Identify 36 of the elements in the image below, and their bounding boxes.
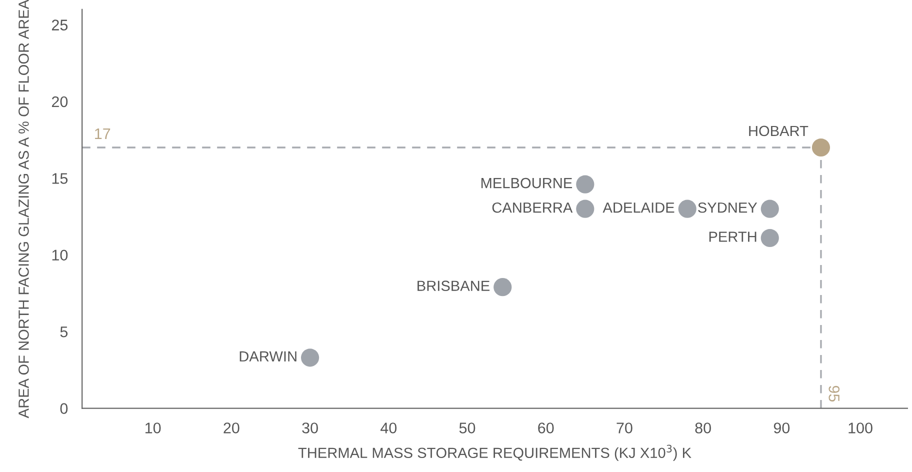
x-tick-label: 90 [774, 422, 790, 434]
ref-line-label: 95 [828, 386, 840, 402]
point [760, 228, 779, 248]
y-axis-title: AREA OF NORTH FACING GLAZING AS A % OF FLOOR AREA [18, 0, 29, 418]
y-tick-label: 5 [60, 326, 68, 338]
x-tick-label: 50 [459, 422, 476, 434]
point [760, 200, 779, 218]
point [812, 138, 830, 157]
y-tick-label: 10 [52, 250, 68, 261]
x-axis-title: THERMAL MASS STORAGE REQUIREMENTS (KJ X10$^{3}$) K [298, 444, 692, 461]
point [678, 200, 696, 218]
y-tick-label: 20 [52, 96, 68, 108]
point [494, 278, 512, 296]
y-tick-label: 25 [52, 20, 68, 30]
x-tick-label: 20 [224, 422, 240, 434]
annotation: SYDNEY [698, 202, 758, 213]
x-tick-label: 80 [695, 422, 711, 434]
x-tick-label: 40 [380, 422, 397, 434]
annotation: CANBERRA [492, 202, 573, 213]
annotation: DARWIN [240, 351, 296, 362]
ref-line-label: 17 [95, 128, 110, 139]
x-tick-label: 10 [145, 422, 161, 434]
x-tick-label: 60 [538, 422, 554, 434]
annotation: MELBOURNE [481, 178, 572, 188]
point [300, 348, 320, 367]
annotation: HOBART [749, 126, 808, 136]
x-tick-label: 70 [616, 422, 632, 434]
annotation: BRISBANE [418, 280, 490, 292]
x-tick-label: 30 [302, 422, 318, 434]
x-tick-label: 100 [848, 422, 872, 434]
y-tick-label: 15 [52, 173, 68, 184]
annotation: PERTH [709, 232, 756, 242]
point [576, 175, 594, 194]
point [576, 200, 594, 218]
y-tick-label: 0 [60, 403, 68, 414]
annotation: ADELAIDE [602, 202, 674, 213]
